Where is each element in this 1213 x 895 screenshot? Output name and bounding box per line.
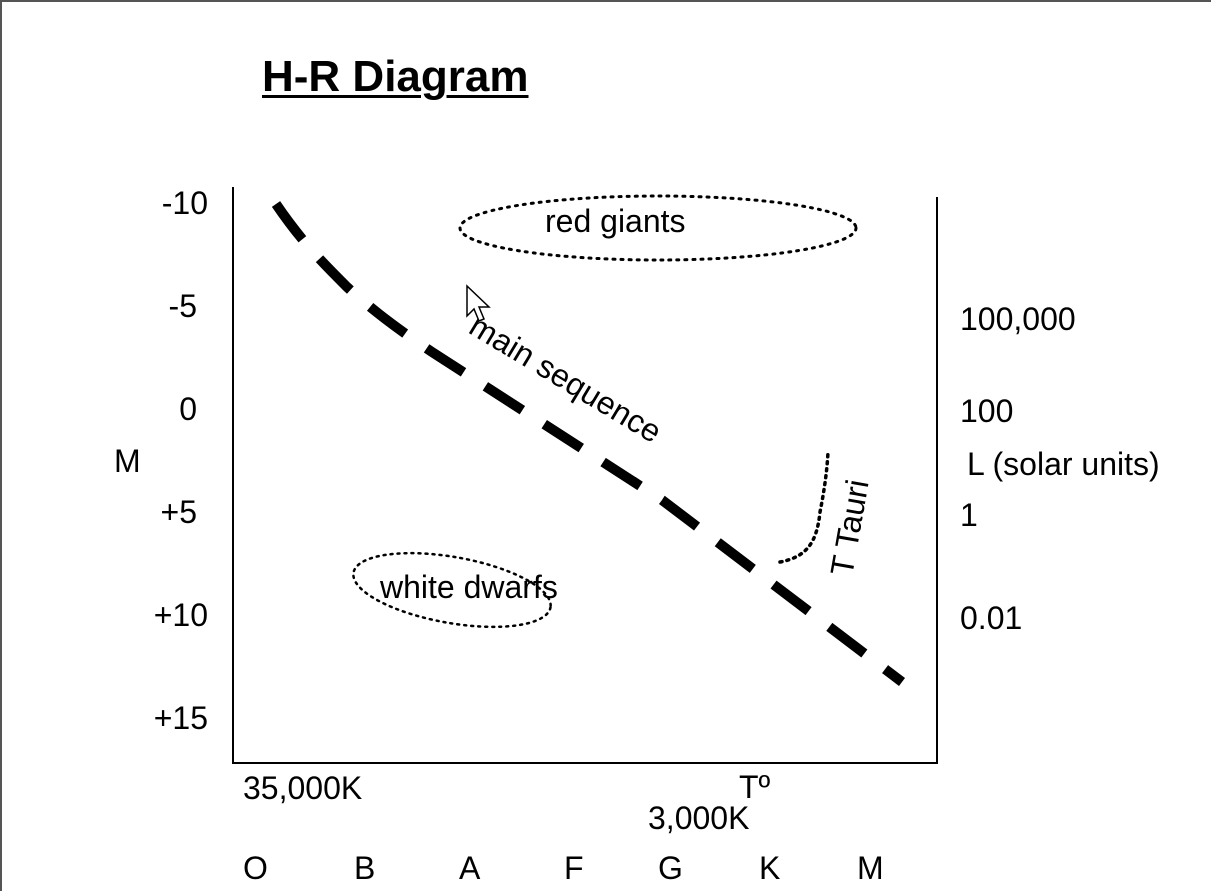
white-dwarfs-region: [352, 551, 552, 629]
l-tick-1: 1: [960, 497, 978, 533]
spectral-class-m: M: [857, 850, 884, 886]
main-sequence-label: main sequence: [463, 307, 668, 450]
l-tick-001: 0.01: [960, 600, 1023, 636]
mouse-pointer-icon: [466, 284, 491, 322]
red-giants-region: [458, 194, 858, 262]
temp-hot-label: 35,000K: [243, 770, 363, 806]
t-tauri-label: T Tauri: [823, 477, 875, 578]
m-tick-plus10: +10: [153, 597, 208, 633]
white-dwarfs-label: white dwarfs: [379, 569, 558, 605]
spectral-class-o: O: [243, 850, 268, 886]
spectral-class-f: F: [564, 850, 584, 886]
l-tick-100000: 100,000: [960, 301, 1076, 337]
spectral-class-g: G: [658, 850, 683, 886]
m-tick-plus15: +15: [153, 700, 208, 736]
temp-axis-label: Tº: [739, 769, 771, 805]
m-tick-minus5: -5: [168, 288, 197, 324]
m-tick-plus5: +5: [160, 494, 197, 530]
t-tauri-track: [778, 450, 830, 564]
spectral-class-k: K: [759, 850, 781, 886]
spectral-class-a: A: [459, 850, 481, 886]
m-tick-minus10: -10: [161, 185, 208, 221]
right-axis-line: [936, 197, 938, 764]
temp-cool-label: 3,000K: [648, 800, 750, 836]
m-axis-label: M: [114, 443, 141, 479]
m-tick-0: 0: [179, 391, 197, 427]
main-sequence-curve: [271, 201, 906, 686]
l-axis-label: L (solar units): [967, 446, 1160, 482]
spectral-class-b: B: [354, 850, 376, 886]
l-tick-100: 100: [960, 393, 1014, 429]
left-axis-line: [232, 187, 234, 764]
diagram-title: H-R Diagram: [262, 52, 529, 101]
red-giants-label: red giants: [545, 203, 686, 239]
bottom-axis-line: [232, 762, 938, 764]
